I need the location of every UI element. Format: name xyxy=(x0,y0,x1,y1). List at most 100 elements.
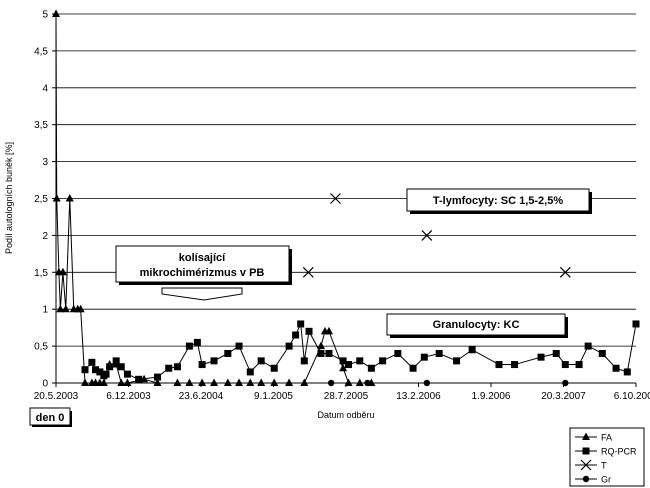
series-fa xyxy=(52,9,376,386)
data-point xyxy=(612,364,620,372)
x-tick-label: 20.5.2003 xyxy=(34,391,79,402)
legend-label: FA xyxy=(601,433,612,443)
data-point xyxy=(285,342,293,350)
annotation-kolisajici-line1: kolísající xyxy=(179,252,226,264)
data-point xyxy=(52,9,60,17)
legend-marker xyxy=(580,459,592,471)
y-tick-label: 0 xyxy=(42,379,48,390)
y-tick-label: 1 xyxy=(42,305,48,316)
down-arrow-icon xyxy=(161,287,243,301)
grid-lines xyxy=(56,13,636,347)
annotation-granulocyty-text: Granulocyty: KC xyxy=(433,319,520,331)
data-point xyxy=(305,327,313,335)
annotation-t-lymfocyty-text: T-lymfocyty: SC 1,5-2,5% xyxy=(433,195,563,207)
data-point xyxy=(324,326,333,335)
x-tick-label: 1.9.2006 xyxy=(472,391,511,402)
data-point xyxy=(330,193,341,204)
y-tick-label: 4 xyxy=(42,83,48,94)
series-layer xyxy=(52,9,640,387)
data-point xyxy=(598,349,606,357)
data-point xyxy=(537,353,545,361)
data-point xyxy=(270,364,278,372)
data-point xyxy=(223,378,232,386)
x-tick-label: 23.6.2004 xyxy=(179,391,224,402)
data-point xyxy=(344,378,353,386)
x-axis-label: Datum odběru xyxy=(317,410,374,420)
annotation-kolisajici: kolísající mikrochimérizmus v PB xyxy=(115,245,292,301)
data-point xyxy=(65,194,74,202)
y-tick-label: 2 xyxy=(42,231,48,242)
series-line xyxy=(84,322,637,380)
data-point xyxy=(246,378,255,386)
legend-item: Gr xyxy=(575,475,611,485)
data-point xyxy=(123,370,131,378)
legend-marker xyxy=(582,475,590,483)
legend: FA RQ-PCR T Gr xyxy=(569,427,645,487)
legend-label: RQ-PCR xyxy=(601,447,637,457)
data-point xyxy=(559,266,571,278)
data-point xyxy=(99,378,108,386)
data-point xyxy=(61,304,70,313)
data-point xyxy=(623,368,631,376)
data-point xyxy=(316,341,325,350)
series-t xyxy=(302,193,571,278)
data-point xyxy=(193,338,201,346)
legend-label: T xyxy=(601,461,607,471)
data-point xyxy=(246,368,254,376)
data-point xyxy=(495,361,503,369)
y-tick-label: 2,5 xyxy=(34,194,48,205)
data-point xyxy=(632,320,640,328)
data-point xyxy=(552,349,560,357)
data-point xyxy=(468,346,476,354)
legend-item: T xyxy=(575,459,607,471)
data-point xyxy=(235,342,243,350)
annotation-den-0-text: den 0 xyxy=(36,412,65,424)
y-tick-label: 3 xyxy=(42,157,48,168)
annotation-t-lymfocyty: T-lymfocyty: SC 1,5-2,5% xyxy=(406,188,592,214)
data-point xyxy=(297,320,305,328)
data-point xyxy=(58,267,67,276)
data-point xyxy=(154,373,161,381)
x-tick-label: 6.10.2007 xyxy=(614,391,650,402)
data-point xyxy=(302,266,314,278)
data-point xyxy=(135,375,143,383)
y-tick-label: 4,5 xyxy=(34,46,48,57)
x-tick-label: 20.3.2007 xyxy=(541,391,586,402)
data-point xyxy=(409,364,417,372)
data-point xyxy=(300,357,308,365)
data-point xyxy=(317,349,325,357)
y-tick-label: 5 xyxy=(42,10,48,21)
data-point xyxy=(198,378,207,386)
data-point xyxy=(52,194,61,202)
y-tick-labels: 0 0,5 1 1,5 2 2,5 3 3,5 4 4,5 5 xyxy=(34,10,56,390)
data-point xyxy=(117,378,126,386)
data-point xyxy=(153,378,162,386)
legend-item: RQ-PCR xyxy=(575,447,637,457)
data-point xyxy=(185,342,193,350)
x-tick-label: 28.7.2005 xyxy=(324,391,369,402)
data-point xyxy=(285,378,294,386)
annotation-kolisajici-line2: mikrochimérizmus v PB xyxy=(140,267,265,279)
data-point xyxy=(511,361,519,369)
data-point xyxy=(421,229,433,241)
data-point xyxy=(257,378,266,386)
legend-label: Gr xyxy=(601,475,611,485)
data-point xyxy=(210,378,219,386)
data-point xyxy=(270,378,279,386)
y-axis-label: Podíl autologních buněk [%] xyxy=(4,142,14,254)
y-tick-label: 3,5 xyxy=(34,120,48,131)
x-tick-label: 6.12.2003 xyxy=(106,391,151,402)
data-point xyxy=(185,378,194,386)
x-tick-labels: 20.5.2003 6.12.2003 23.6.2004 9.1.2005 28.7.… xyxy=(34,383,650,402)
data-point xyxy=(112,357,120,365)
data-point xyxy=(257,357,265,365)
data-point xyxy=(210,357,218,365)
data-point xyxy=(235,378,244,386)
data-point xyxy=(198,361,206,369)
data-point xyxy=(394,349,402,357)
data-point xyxy=(173,363,181,371)
series-rq-pcr xyxy=(81,320,640,383)
data-point xyxy=(56,304,65,313)
data-point xyxy=(453,357,461,365)
